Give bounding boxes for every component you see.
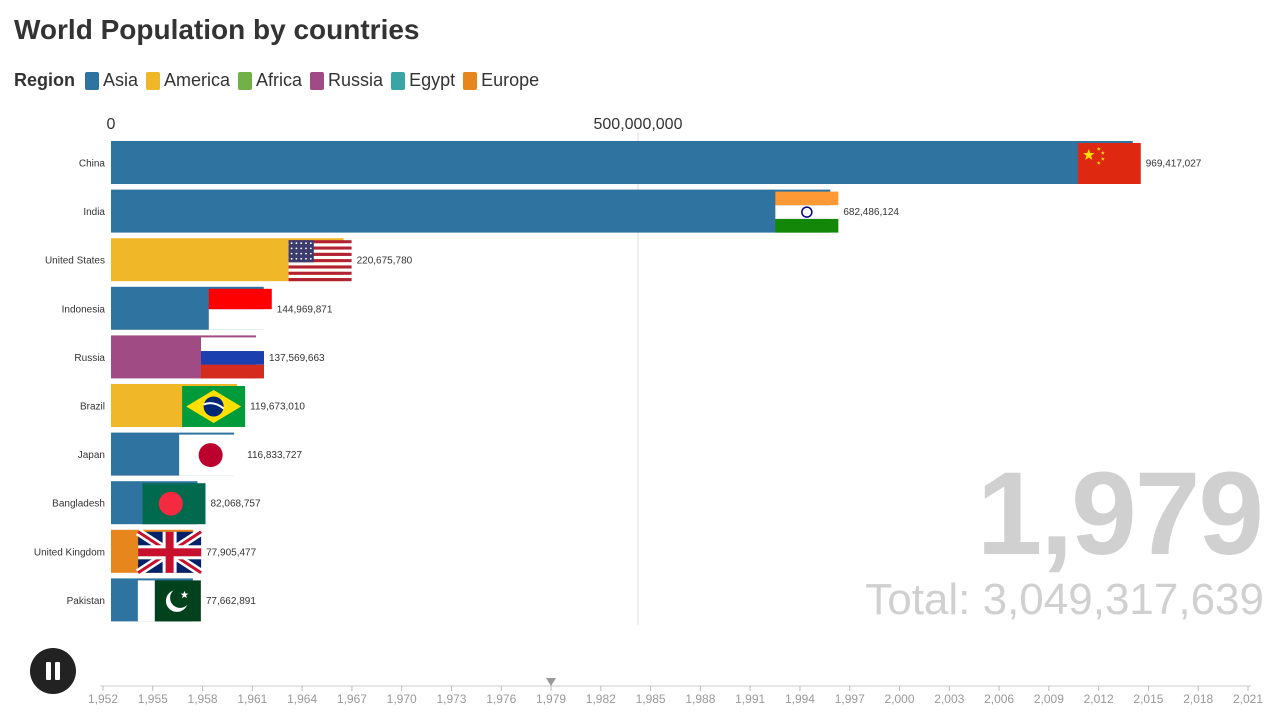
bar-row: Russia 137,569,663 [74, 335, 325, 379]
total-population: Total: 3,049,317,639 [865, 575, 1264, 624]
category-label: India [83, 207, 105, 218]
indonesia-flag [208, 288, 272, 330]
category-label: United States [45, 256, 105, 267]
legend-item-russia: Russia [310, 70, 383, 91]
pakistan-flag [137, 580, 201, 622]
india-flag [775, 191, 839, 233]
legend: Region Asia America Africa Russia Egypt Europ… [14, 70, 547, 91]
bar-row: China 969,417,027 [79, 141, 1202, 184]
category-label: Japan [78, 450, 105, 461]
legend-swatch [146, 71, 161, 90]
bar-row: Indonesia 144,969,871 [62, 286, 333, 330]
legend-swatch [85, 71, 99, 90]
category-label: Brazil [80, 402, 105, 413]
value-label: 77,905,477 [206, 547, 256, 558]
bar-row: Brazil 119,673,010 [80, 384, 305, 427]
current-year-display: 1,979 [976, 448, 1264, 580]
category-label: Pakistan [67, 596, 105, 607]
bar-row: Japan 116,833,727 [78, 432, 302, 476]
legend-label: Russia [328, 70, 384, 90]
value-label: 119,673,010 [250, 402, 305, 413]
bangladesh-flag [142, 483, 206, 525]
russia-flag [200, 337, 264, 379]
bar-row: United Kingdom 77,905,477 [34, 528, 257, 577]
legend-item-asia: Asia [85, 70, 138, 91]
value-label: 144,969,871 [277, 304, 333, 315]
bar-row: United States 220,675,780 [45, 238, 413, 282]
legend-label: Asia [103, 70, 139, 90]
legend-title: Region [14, 70, 75, 90]
category-label: Bangladesh [52, 499, 105, 510]
bar-row: India 682,486,124 [83, 189, 899, 233]
category-label: Indonesia [62, 304, 106, 315]
category-label: China [79, 159, 106, 170]
legend-swatch [463, 71, 478, 90]
legend-swatch [238, 71, 253, 90]
bar-row: Pakistan 77,662,891 [67, 578, 256, 622]
value-label: 137,569,663 [269, 353, 325, 364]
x-tick-label: 500,000,000 [594, 116, 683, 133]
legend-label: Europe [481, 70, 540, 90]
pause-button[interactable] [30, 648, 76, 694]
value-label: 82,068,757 [211, 499, 261, 510]
legend-label: America [164, 70, 231, 90]
chart-title: World Population by countries [14, 14, 420, 45]
value-label: 77,662,891 [206, 596, 256, 607]
legend-swatch [310, 71, 325, 90]
category-label: Russia [74, 353, 105, 364]
bar-row: Bangladesh 82,068,757 [52, 481, 261, 525]
legend-item-europe: Europe [463, 70, 539, 91]
legend-swatch [391, 71, 406, 90]
value-label: 969,417,027 [1146, 159, 1202, 170]
legend-item-africa: Africa [238, 70, 302, 91]
usa-flag [288, 240, 352, 282]
value-label: 220,675,780 [357, 256, 413, 267]
value-label: 682,486,124 [843, 207, 899, 218]
legend-item-egypt: Egypt [391, 70, 455, 91]
uk-flag [135, 528, 204, 577]
brazil-flag [182, 386, 246, 427]
pause-icon [46, 662, 51, 680]
bar [111, 189, 831, 233]
legend-label: Egypt [409, 70, 456, 90]
x-tick-label: 0 [107, 116, 116, 133]
japan-flag [179, 434, 243, 476]
bar [111, 141, 1133, 184]
category-label: United Kingdom [34, 547, 105, 558]
value-label: 116,833,727 [247, 450, 302, 461]
china-flag [1077, 143, 1141, 184]
legend-label: Africa [256, 70, 303, 90]
legend-item-america: America [146, 70, 230, 91]
